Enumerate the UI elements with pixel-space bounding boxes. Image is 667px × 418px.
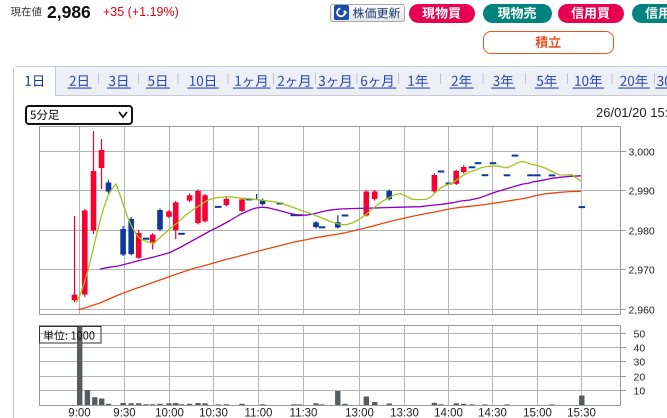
svg-text:2,980: 2,980: [629, 225, 655, 237]
svg-text:15:30: 15:30: [567, 407, 596, 418]
svg-text:9:00: 9:00: [68, 407, 90, 418]
svg-text:2,970: 2,970: [629, 264, 655, 276]
svg-text:13:30: 13:30: [390, 407, 419, 418]
svg-text:26/01/20 15:30: 26/01/20 15:30: [596, 105, 667, 120]
svg-text:40: 40: [634, 342, 646, 354]
svg-text:3,000: 3,000: [629, 146, 655, 158]
svg-text:50: 50: [634, 328, 646, 340]
svg-text:30: 30: [634, 356, 646, 368]
svg-text:10:00: 10:00: [155, 407, 184, 418]
svg-text:14:30: 14:30: [478, 407, 507, 418]
svg-text:10: 10: [634, 385, 646, 397]
svg-text:13:00: 13:00: [345, 407, 374, 418]
svg-text:20: 20: [634, 371, 646, 383]
svg-text:2,960: 2,960: [629, 304, 655, 316]
svg-text:14:00: 14:00: [434, 407, 463, 418]
svg-text:9:30: 9:30: [113, 407, 135, 418]
svg-text:10:30: 10:30: [199, 407, 228, 418]
svg-text:11:00: 11:00: [245, 407, 273, 418]
svg-text:2,990: 2,990: [629, 185, 655, 197]
svg-text:15:00: 15:00: [523, 407, 552, 418]
svg-text:11:30: 11:30: [290, 407, 318, 418]
